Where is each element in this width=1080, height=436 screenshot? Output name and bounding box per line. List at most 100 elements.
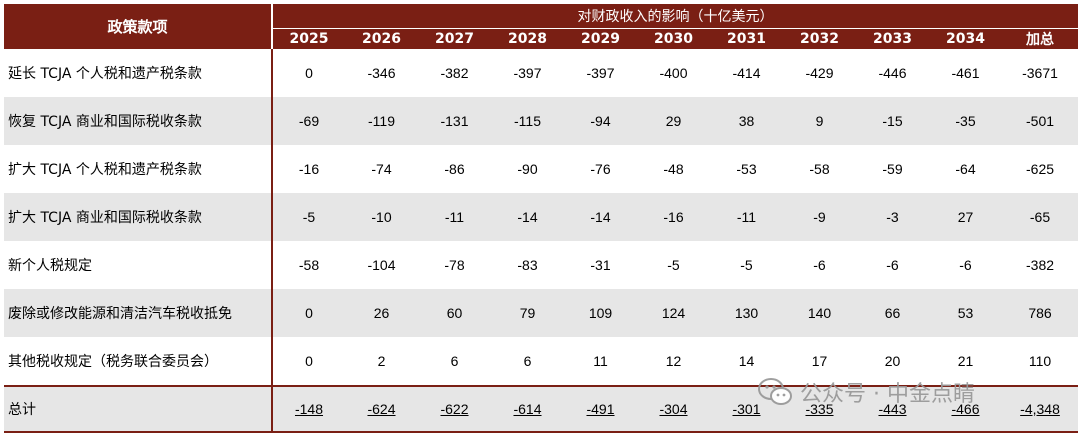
value-cell: -3671 (1022, 65, 1058, 81)
value-cell: -83 (517, 257, 538, 273)
value-cell: -115 (491, 97, 564, 145)
value-cell: -3 (856, 193, 929, 241)
value-cell: 29 (637, 97, 710, 145)
value-cell: -69 (272, 97, 345, 145)
value-cell: -76 (590, 161, 611, 177)
value-cell: -11 (418, 193, 491, 241)
value-cell: -11 (710, 193, 783, 241)
value-cell: -31 (590, 257, 611, 273)
value-cell: 53 (929, 289, 1002, 337)
value-cell: -625 (1026, 161, 1055, 177)
total-value-cell: -335 (783, 385, 856, 433)
policy-label: 扩大 TCJA 商业和国际税收条款 (4, 193, 273, 241)
value-cell: -6 (813, 257, 826, 273)
value-cell: -446 (878, 65, 907, 81)
total-value-cell: -4,348 (1002, 385, 1079, 433)
fiscal-impact-table: 政策款项 对财政收入的影响（十亿美元） 2025 2026 2027 2028 … (4, 4, 1079, 433)
value-cell: -501 (1002, 97, 1079, 145)
value-cell: 27 (929, 193, 1002, 241)
total-value-cell: -491 (564, 385, 637, 433)
column-header-2032: 2032 (783, 28, 856, 49)
value-cell: 12 (665, 353, 682, 369)
table-row: 恢复 TCJA 商业和国际税收条款 -69 -119 -131 -115 -94 29 38 9… (4, 97, 1079, 145)
column-header-2026: 2026 (345, 28, 418, 49)
value-cell: 79 (491, 289, 564, 337)
value-cell: 66 (856, 289, 929, 337)
total-value-cell: -304 (637, 385, 710, 433)
value-cell: -346 (367, 65, 396, 81)
value-cell: -119 (345, 97, 418, 145)
value-cell: 109 (564, 289, 637, 337)
value-cell: -59 (882, 161, 903, 177)
value-cell: -78 (444, 257, 465, 273)
value-cell: -48 (663, 161, 684, 177)
column-header-2034: 2034 (929, 28, 1002, 49)
value-cell: -14 (491, 193, 564, 241)
column-header-2031: 2031 (710, 28, 783, 49)
total-value-cell: -301 (710, 385, 783, 433)
value-cell: -382 (1026, 257, 1055, 273)
value-cell: -461 (951, 65, 980, 81)
column-header-2033: 2033 (856, 28, 929, 49)
value-cell: -5 (667, 257, 680, 273)
value-cell: 0 (305, 353, 313, 369)
value-cell: -5 (272, 193, 345, 241)
table-row: 延长 TCJA 个人税和遗产税条款 0 -346 -382 -397 -397 -400 -4… (4, 49, 1078, 97)
value-cell: 9 (783, 97, 856, 145)
total-value-cell: -443 (856, 385, 929, 433)
total-value-cell: -624 (345, 385, 418, 433)
value-cell: -397 (586, 65, 615, 81)
policy-label: 其他税收规定（税务联合委员会） (4, 337, 273, 386)
value-cell: -9 (783, 193, 856, 241)
value-cell: 11 (593, 353, 608, 369)
column-header-2027: 2027 (418, 28, 491, 49)
value-cell: -382 (440, 65, 469, 81)
value-cell: -414 (732, 65, 761, 81)
total-value-cell: -614 (491, 385, 564, 433)
policy-label: 新个人税规定 (4, 241, 273, 289)
value-cell: 6 (523, 353, 532, 369)
policy-label: 恢复 TCJA 商业和国际税收条款 (4, 97, 273, 145)
value-cell: 21 (957, 353, 974, 369)
value-cell: -53 (736, 161, 757, 177)
value-cell: -74 (371, 161, 392, 177)
value-cell: 130 (710, 289, 783, 337)
policy-label: 废除或修改能源和清洁汽车税收抵免 (4, 289, 273, 337)
value-cell: -64 (955, 161, 976, 177)
column-header-2028: 2028 (491, 28, 564, 49)
value-cell: 140 (783, 289, 856, 337)
table-row: 扩大 TCJA 商业和国际税收条款 -5 -10 -11 -14 -14 -16 -11 -9-… (4, 193, 1079, 241)
value-cell: -5 (740, 257, 753, 273)
column-header-2029: 2029 (564, 28, 637, 49)
value-cell: 0 (305, 65, 313, 81)
value-cell: -6 (959, 257, 972, 273)
value-cell: 26 (345, 289, 418, 337)
total-value-cell: -148 (272, 385, 345, 433)
column-header-2025: 2025 (272, 28, 345, 49)
table-header: 政策款项 对财政收入的影响（十亿美元） 2025 2026 2027 2028 … (4, 4, 1079, 49)
value-cell: 20 (884, 353, 901, 369)
table-body: 延长 TCJA 个人税和遗产税条款 0 -346 -382 -397 -397 -400 -4… (4, 49, 1079, 433)
value-cell: -35 (929, 97, 1002, 145)
value-cell: 6 (450, 353, 459, 369)
value-cell: 110 (1028, 353, 1052, 369)
value-cell: -397 (513, 65, 542, 81)
total-value-cell: -622 (418, 385, 491, 433)
value-cell: -104 (367, 257, 396, 273)
policy-label: 扩大 TCJA 个人税和遗产税条款 (4, 145, 273, 193)
policy-label: 延长 TCJA 个人税和遗产税条款 (4, 49, 273, 97)
value-cell: -16 (637, 193, 710, 241)
total-label: 总计 (4, 385, 273, 433)
value-cell: -400 (659, 65, 688, 81)
value-cell: -131 (418, 97, 491, 145)
total-row: 总计 -148 -624 -622 -614 -491 -304 -301 -335 -443 -4… (4, 385, 1079, 433)
value-cell: -94 (564, 97, 637, 145)
value-cell: -429 (805, 65, 834, 81)
value-cell: 14 (738, 353, 755, 369)
value-cell: -90 (517, 161, 538, 177)
value-cell: -15 (856, 97, 929, 145)
table-row: 废除或修改能源和清洁汽车税收抵免 0 26 60 79 109 124 130 140 66 53 7… (4, 289, 1079, 337)
value-cell: 124 (637, 289, 710, 337)
value-cell: -58 (809, 161, 830, 177)
